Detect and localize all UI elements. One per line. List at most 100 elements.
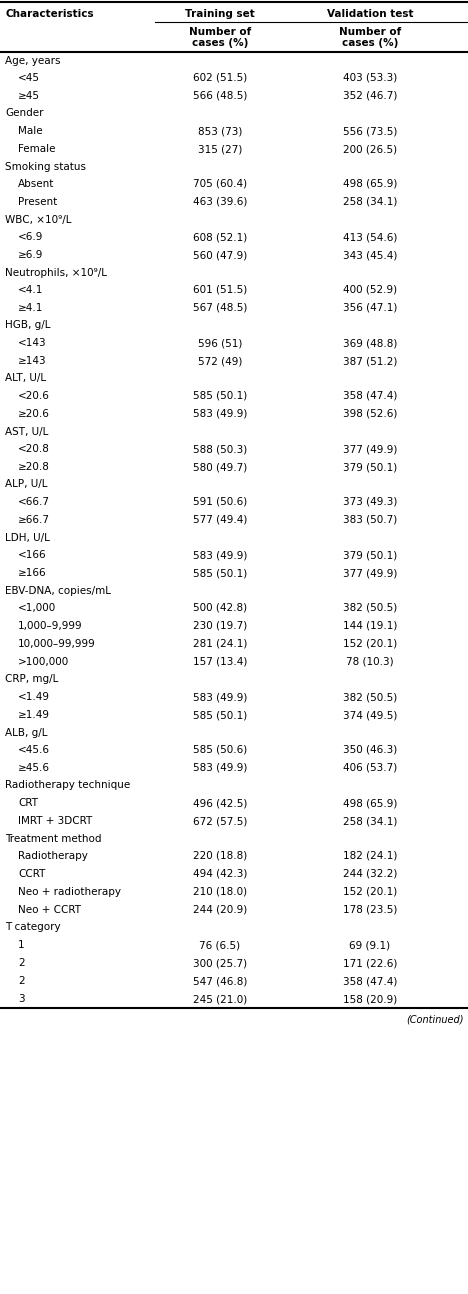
Text: 705 (60.4): 705 (60.4) xyxy=(193,179,247,189)
Text: <45.6: <45.6 xyxy=(18,745,50,754)
Text: 583 (49.9): 583 (49.9) xyxy=(193,550,247,560)
Text: 498 (65.9): 498 (65.9) xyxy=(343,798,397,807)
Text: 601 (51.5): 601 (51.5) xyxy=(193,285,247,295)
Text: cases (%): cases (%) xyxy=(342,38,398,48)
Text: 2: 2 xyxy=(18,958,25,968)
Text: Number of: Number of xyxy=(189,27,251,38)
Text: <1.49: <1.49 xyxy=(18,692,50,703)
Text: 400 (52.9): 400 (52.9) xyxy=(343,285,397,295)
Text: 358 (47.4): 358 (47.4) xyxy=(343,976,397,986)
Text: <143: <143 xyxy=(18,338,47,348)
Text: 258 (34.1): 258 (34.1) xyxy=(343,197,397,207)
Text: 498 (65.9): 498 (65.9) xyxy=(343,179,397,189)
Text: 596 (51): 596 (51) xyxy=(198,338,242,348)
Text: 352 (46.7): 352 (46.7) xyxy=(343,91,397,101)
Text: 152 (20.1): 152 (20.1) xyxy=(343,639,397,650)
Text: ALT, U/L: ALT, U/L xyxy=(5,374,46,383)
Text: 210 (18.0): 210 (18.0) xyxy=(193,886,247,897)
Text: ≥20.6: ≥20.6 xyxy=(18,409,50,419)
Text: Number of: Number of xyxy=(339,27,401,38)
Text: 245 (21.0): 245 (21.0) xyxy=(193,994,247,1004)
Text: HGB, g/L: HGB, g/L xyxy=(5,321,51,330)
Text: ≥20.8: ≥20.8 xyxy=(18,462,50,472)
Text: Neo + CCRT: Neo + CCRT xyxy=(18,905,81,915)
Text: 572 (49): 572 (49) xyxy=(198,356,242,366)
Text: CCRT: CCRT xyxy=(18,870,45,879)
Text: 403 (53.3): 403 (53.3) xyxy=(343,72,397,83)
Text: 158 (20.9): 158 (20.9) xyxy=(343,994,397,1004)
Text: ALP, U/L: ALP, U/L xyxy=(5,480,47,489)
Text: 350 (46.3): 350 (46.3) xyxy=(343,745,397,754)
Text: 244 (32.2): 244 (32.2) xyxy=(343,870,397,879)
Text: <20.6: <20.6 xyxy=(18,391,50,401)
Text: Treatment method: Treatment method xyxy=(5,833,102,844)
Text: 398 (52.6): 398 (52.6) xyxy=(343,409,397,419)
Text: 547 (46.8): 547 (46.8) xyxy=(193,976,247,986)
Text: ALB, g/L: ALB, g/L xyxy=(5,727,47,738)
Text: ≥45.6: ≥45.6 xyxy=(18,763,50,773)
Text: 585 (50.1): 585 (50.1) xyxy=(193,710,247,719)
Text: Radiotherapy: Radiotherapy xyxy=(18,851,88,861)
Text: <4.1: <4.1 xyxy=(18,285,44,295)
Text: Gender: Gender xyxy=(5,109,44,119)
Text: 560 (47.9): 560 (47.9) xyxy=(193,250,247,260)
Text: 583 (49.9): 583 (49.9) xyxy=(193,692,247,703)
Text: 463 (39.6): 463 (39.6) xyxy=(193,197,247,207)
Text: 567 (48.5): 567 (48.5) xyxy=(193,303,247,313)
Text: Female: Female xyxy=(18,144,56,154)
Text: <6.9: <6.9 xyxy=(18,232,44,242)
Text: 144 (19.1): 144 (19.1) xyxy=(343,621,397,631)
Text: 230 (19.7): 230 (19.7) xyxy=(193,621,247,631)
Text: <45: <45 xyxy=(18,72,40,83)
Text: 379 (50.1): 379 (50.1) xyxy=(343,550,397,560)
Text: Smoking status: Smoking status xyxy=(5,162,86,172)
Text: Characteristics: Characteristics xyxy=(5,9,94,19)
Text: 588 (50.3): 588 (50.3) xyxy=(193,444,247,454)
Text: 591 (50.6): 591 (50.6) xyxy=(193,497,247,507)
Text: 377 (49.9): 377 (49.9) xyxy=(343,444,397,454)
Text: Radiotherapy technique: Radiotherapy technique xyxy=(5,780,130,791)
Text: 406 (53.7): 406 (53.7) xyxy=(343,763,397,773)
Text: 577 (49.4): 577 (49.4) xyxy=(193,515,247,525)
Text: 1,000–9,999: 1,000–9,999 xyxy=(18,621,83,631)
Text: 171 (22.6): 171 (22.6) xyxy=(343,958,397,968)
Text: 853 (73): 853 (73) xyxy=(198,126,242,136)
Text: Neutrophils, ×10⁹/L: Neutrophils, ×10⁹/L xyxy=(5,268,107,277)
Text: 369 (48.8): 369 (48.8) xyxy=(343,338,397,348)
Text: ≥6.9: ≥6.9 xyxy=(18,250,44,260)
Text: 379 (50.1): 379 (50.1) xyxy=(343,462,397,472)
Text: 496 (42.5): 496 (42.5) xyxy=(193,798,247,807)
Text: 383 (50.7): 383 (50.7) xyxy=(343,515,397,525)
Text: <1,000: <1,000 xyxy=(18,603,56,613)
Text: 382 (50.5): 382 (50.5) xyxy=(343,692,397,703)
Text: Present: Present xyxy=(18,197,57,207)
Text: 178 (23.5): 178 (23.5) xyxy=(343,905,397,915)
Text: 2: 2 xyxy=(18,976,25,986)
Text: 672 (57.5): 672 (57.5) xyxy=(193,817,247,826)
Text: T category: T category xyxy=(5,923,61,933)
Text: 377 (49.9): 377 (49.9) xyxy=(343,568,397,578)
Text: 556 (73.5): 556 (73.5) xyxy=(343,126,397,136)
Text: 373 (49.3): 373 (49.3) xyxy=(343,497,397,507)
Text: 1: 1 xyxy=(18,939,25,950)
Text: 585 (50.1): 585 (50.1) xyxy=(193,568,247,578)
Text: 583 (49.9): 583 (49.9) xyxy=(193,763,247,773)
Text: >100,000: >100,000 xyxy=(18,657,69,666)
Text: LDH, U/L: LDH, U/L xyxy=(5,533,50,542)
Text: 580 (49.7): 580 (49.7) xyxy=(193,462,247,472)
Text: 258 (34.1): 258 (34.1) xyxy=(343,817,397,826)
Text: 608 (52.1): 608 (52.1) xyxy=(193,232,247,242)
Text: 374 (49.5): 374 (49.5) xyxy=(343,710,397,719)
Text: ≥4.1: ≥4.1 xyxy=(18,303,44,313)
Text: 343 (45.4): 343 (45.4) xyxy=(343,250,397,260)
Text: Training set: Training set xyxy=(185,9,255,19)
Text: 69 (9.1): 69 (9.1) xyxy=(350,939,391,950)
Text: 585 (50.1): 585 (50.1) xyxy=(193,391,247,401)
Text: 602 (51.5): 602 (51.5) xyxy=(193,72,247,83)
Text: WBC, ×10⁹/L: WBC, ×10⁹/L xyxy=(5,215,72,224)
Text: 78 (10.3): 78 (10.3) xyxy=(346,657,394,666)
Text: 566 (48.5): 566 (48.5) xyxy=(193,91,247,101)
Text: 152 (20.1): 152 (20.1) xyxy=(343,886,397,897)
Text: <20.8: <20.8 xyxy=(18,444,50,454)
Text: Absent: Absent xyxy=(18,179,54,189)
